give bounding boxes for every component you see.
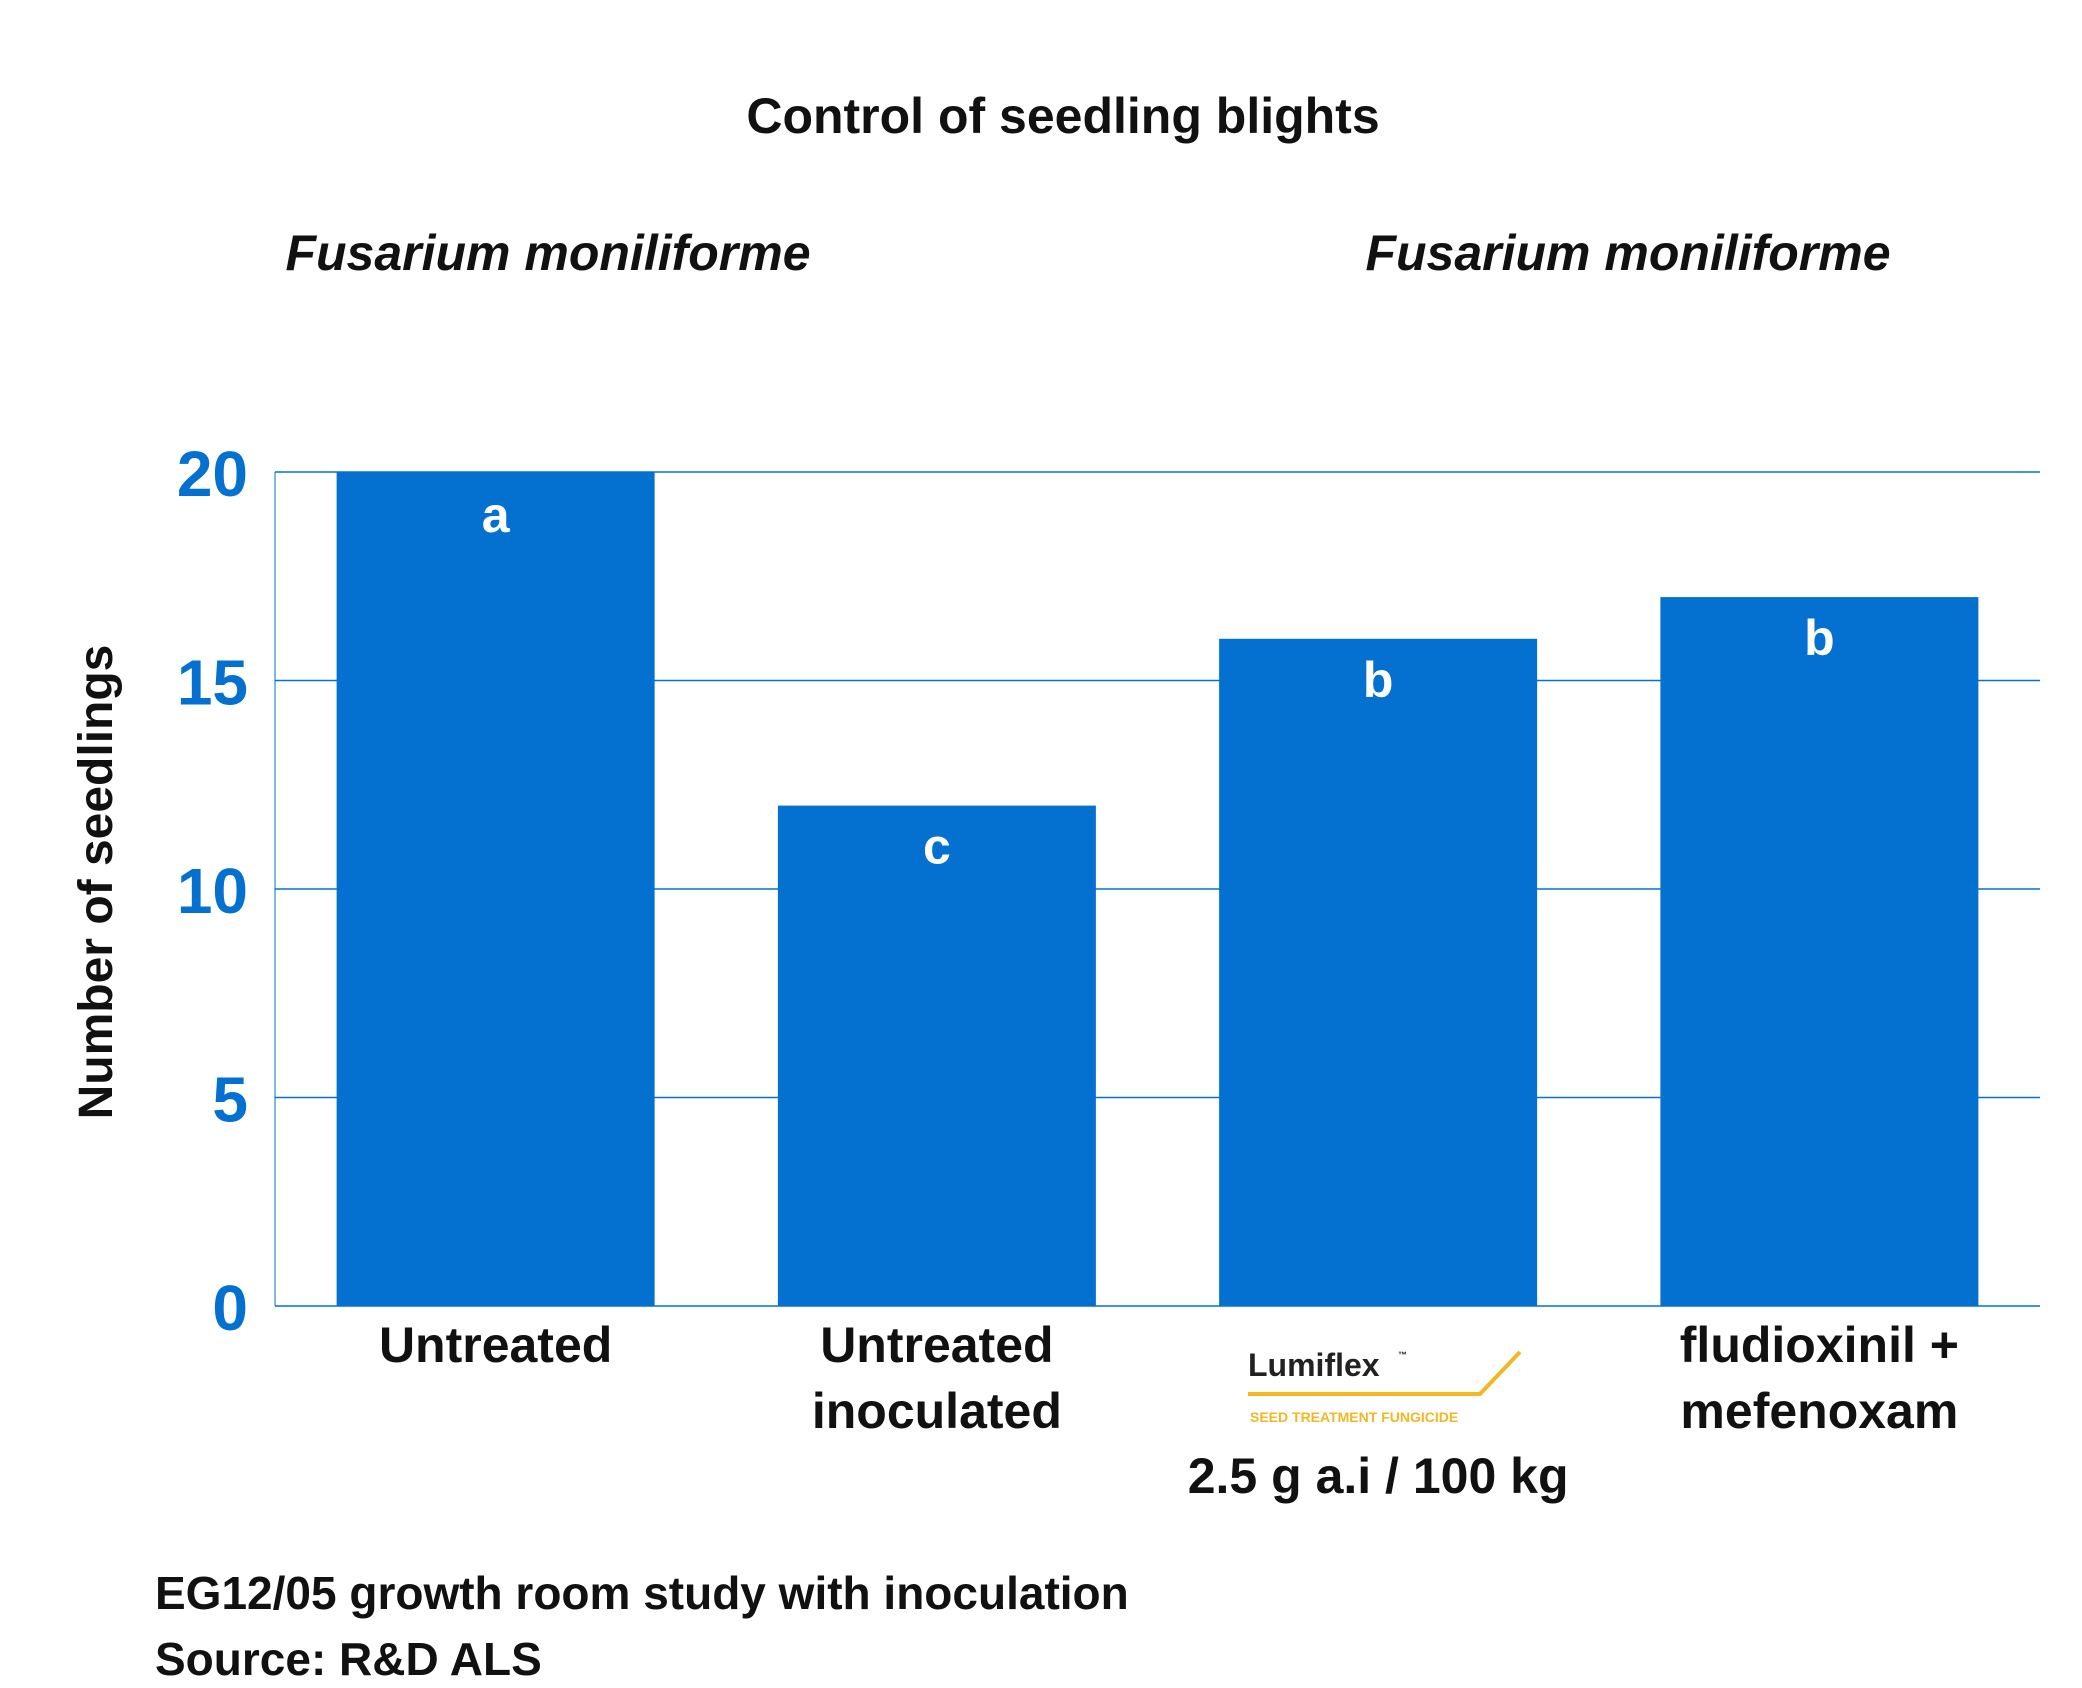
bar-0 <box>336 472 655 1306</box>
lumiflex-logo: Lumiflex ™ SEED TREATMENT FUNGICIDE <box>1248 1347 1522 1425</box>
chart-title: Control of seedling blights <box>746 88 1379 144</box>
bar-1 <box>777 805 1096 1306</box>
x-tick-label-3-0: fludioxinil + <box>1680 1317 1959 1373</box>
logo-swoosh <box>1248 1350 1522 1396</box>
y-tick-labels: 0 5 10 15 20 <box>177 438 248 1344</box>
y-tick-label-5: 5 <box>212 1064 248 1136</box>
bar-letter-2: b <box>1363 652 1394 708</box>
logo-tagline: SEED TREATMENT FUNGICIDE <box>1250 1409 1458 1425</box>
y-tick-label-10: 10 <box>177 855 248 927</box>
logo-trademark: ™ <box>1398 1350 1407 1360</box>
right-subtitle: Fusarium moniliforme <box>1365 225 1890 281</box>
left-subtitle: Fusarium moniliforme <box>285 225 810 281</box>
bar-2 <box>1219 638 1538 1306</box>
logo-wordmark: Lumiflex <box>1248 1347 1380 1383</box>
bar-letter-0: a <box>482 487 511 543</box>
y-axis-label: Number of seedlings <box>70 645 123 1120</box>
bar-3 <box>1660 597 1979 1306</box>
footer-study-note: EG12/05 growth room study with inoculati… <box>155 1567 1129 1619</box>
bar-letter-3: b <box>1804 610 1835 666</box>
x-tick-label-3-1: mefenoxam <box>1680 1383 1958 1439</box>
x-tick-label-0-0: Untreated <box>379 1317 612 1373</box>
x-tick-label-2-0: 2.5 g a.i / 100 kg <box>1188 1448 1569 1504</box>
x-tick-label-1-1: inoculated <box>812 1383 1062 1439</box>
bars: a c b b <box>336 472 1979 1306</box>
x-tick-labels: Untreated Untreated inoculated 2.5 g a.i / … <box>379 1317 1959 1504</box>
bar-letter-1: c <box>923 819 951 875</box>
y-tick-label-0: 0 <box>212 1272 248 1344</box>
y-tick-label-20: 20 <box>177 438 248 510</box>
footer-source: Source: R&D ALS <box>155 1633 542 1685</box>
y-tick-label-15: 15 <box>177 647 248 719</box>
x-tick-label-1-0: Untreated <box>820 1317 1053 1373</box>
